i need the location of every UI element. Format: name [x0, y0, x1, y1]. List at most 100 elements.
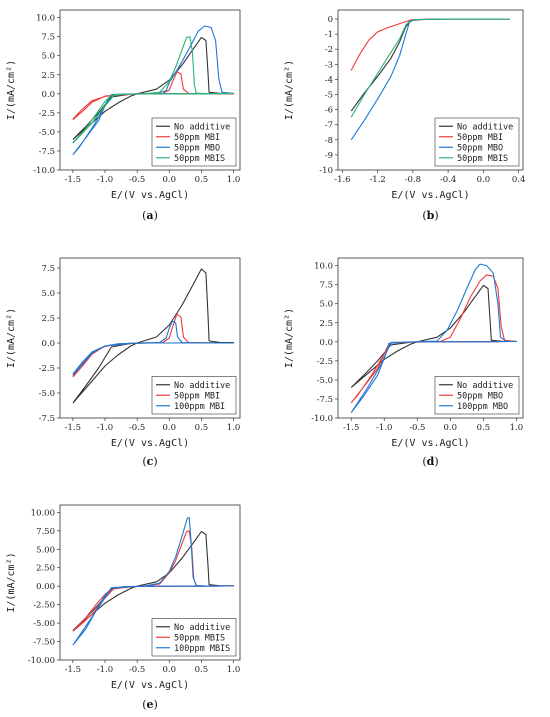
y-tick-label: -9 — [325, 151, 333, 161]
y-tick-label: 7.5 — [319, 281, 333, 291]
y-tick-label: 7.50 — [36, 527, 55, 537]
x-tick-label: -1.5 — [65, 175, 81, 185]
legend-label: 50ppm MBIS — [174, 154, 225, 164]
legend-label: 100ppm MBO — [457, 402, 508, 412]
x-tick-label: -1.5 — [65, 665, 81, 675]
legend-label: 50ppm MBO — [174, 143, 220, 153]
plot-frame — [59, 504, 241, 661]
legend-label: No additive — [457, 122, 513, 132]
y-tick-label: -7.5 — [39, 414, 55, 424]
y-tick-label: -3 — [325, 60, 333, 70]
panel-c: -1.5 -1.0 -0.5 0.0 0.5 1.0 -7.5 -5.0 -2.5 0.0 2.5 5… — [6, 257, 241, 468]
x-tick-label: 0.0 — [163, 665, 177, 675]
y-tick-label: -8 — [325, 136, 333, 146]
legend-label: 50ppm MBO — [457, 143, 503, 153]
y-tick-label: 5.0 — [41, 289, 55, 299]
y-tick-label: 0 — [328, 15, 333, 25]
x-tick-label: 0.0 — [444, 423, 458, 433]
plot-frame — [59, 257, 241, 419]
y-tick-label: 0.00 — [36, 582, 55, 592]
x-tick-label: -1.6 — [334, 175, 350, 185]
panel-d: -1.5 -1.0 -0.5 0.0 0.5 1.0 -10.0 -7.5 -5.0 -2.5 0.… — [284, 257, 524, 468]
y-tick-label: 10.0 — [36, 14, 55, 24]
x-tick-label: 0.0 — [163, 423, 177, 433]
y-tick-label: 10.0 — [314, 262, 333, 272]
x-tick-label: -1.0 — [97, 665, 113, 675]
x-tick-label: -0.5 — [129, 665, 145, 675]
y-axis-label: I/(mA/cm²) — [284, 308, 295, 368]
y-tick-label: -10.0 — [311, 414, 333, 424]
panel-a: -1.5 -1.0 -0.5 0.0 0.5 1.0 -10.0 -7.5 -5.0 -2.5 0.… — [6, 9, 241, 222]
x-tick-label: 1.0 — [227, 175, 241, 185]
x-tick-label: -0.8 — [405, 175, 421, 185]
x-tick-label: 1.0 — [510, 423, 524, 433]
x-tick-label: 0.4 — [512, 175, 526, 185]
panel-b: -1.6 -1.2 -0.8 -0.4 0.0 0.4-10-9-8-7-6-5-4-3-… — [284, 9, 526, 222]
series-line-4 — [72, 36, 235, 144]
y-axis-label: I/(mA/cm²) — [284, 60, 295, 120]
panel-caption: (b) — [422, 209, 438, 222]
y-tick-label: -5 — [325, 91, 333, 101]
y-tick-label: 0.0 — [319, 338, 333, 348]
x-axis-label: E/(V vs.AgCl) — [111, 190, 189, 201]
panel-caption: (c) — [142, 455, 157, 468]
x-tick-label: 1.0 — [227, 665, 241, 675]
y-tick-label: 5.00 — [36, 545, 55, 555]
y-tick-label: -5.0 — [39, 389, 55, 399]
y-tick-label: 2.5 — [319, 319, 333, 329]
legend-box — [434, 376, 520, 415]
y-tick-label: 0.0 — [41, 339, 55, 349]
y-tick-label: -7.5 — [39, 147, 55, 157]
x-tick-label: 0.5 — [195, 423, 209, 433]
plot-frame — [59, 9, 241, 171]
x-tick-label: -1.5 — [65, 423, 81, 433]
x-tick-label: 0.0 — [163, 175, 177, 185]
legend-label: No additive — [174, 122, 230, 132]
x-axis-label: E/(V vs.AgCl) — [391, 190, 469, 201]
series-line-3 — [72, 320, 235, 376]
series-line-3 — [72, 516, 235, 646]
y-tick-label: -2.5 — [317, 357, 333, 367]
panel-e: -1.5 -1.0 -0.5 0.0 0.5 1.0 -10.00 -7.50 -5.00 -2.… — [6, 504, 241, 711]
x-tick-label: 0.5 — [195, 665, 209, 675]
x-axis-label: E/(V vs.AgCl) — [111, 680, 189, 691]
y-tick-label: -10 — [319, 166, 333, 176]
series-line-2 — [350, 18, 510, 71]
y-tick-label: 0.0 — [41, 90, 55, 100]
series-line-1 — [72, 531, 235, 631]
legend-label: No additive — [457, 381, 513, 391]
legend-label: 50ppm MBI — [457, 133, 503, 143]
legend-label: 50ppm MBI — [174, 133, 220, 143]
x-tick-label: -1.2 — [369, 175, 385, 185]
y-tick-label: 5.0 — [41, 52, 55, 62]
legend-label: 50ppm MBO — [457, 391, 503, 401]
x-tick-label: 0.0 — [477, 175, 491, 185]
y-tick-label: 5.0 — [319, 300, 333, 310]
x-tick-label: -1.0 — [376, 423, 392, 433]
y-tick-label: -5.0 — [39, 128, 55, 138]
y-tick-label: -2.5 — [39, 364, 55, 374]
y-tick-label: -5.00 — [33, 619, 55, 629]
y-tick-label: 7.5 — [41, 33, 55, 43]
y-tick-label: 2.5 — [41, 314, 55, 324]
legend-label: 100ppm MBIS — [174, 644, 230, 654]
y-tick-label: -6 — [325, 106, 333, 116]
y-axis-label: I/(mA/cm²) — [6, 60, 17, 120]
x-tick-label: -1.0 — [97, 423, 113, 433]
x-tick-label: -1.0 — [97, 175, 113, 185]
plot-frame — [337, 9, 524, 171]
y-tick-label: -2.50 — [33, 601, 55, 611]
x-axis-label: E/(V vs.AgCl) — [391, 438, 469, 449]
y-axis-label: I/(mA/cm²) — [6, 552, 17, 612]
legend-label: No additive — [174, 381, 230, 391]
x-tick-label: 1.0 — [227, 423, 241, 433]
panel-caption: (e) — [142, 698, 158, 711]
series-line-4 — [350, 18, 510, 118]
legend-label: 100ppm MBI — [174, 402, 225, 412]
series-line-1 — [350, 18, 510, 112]
x-tick-label: 0.5 — [195, 175, 209, 185]
